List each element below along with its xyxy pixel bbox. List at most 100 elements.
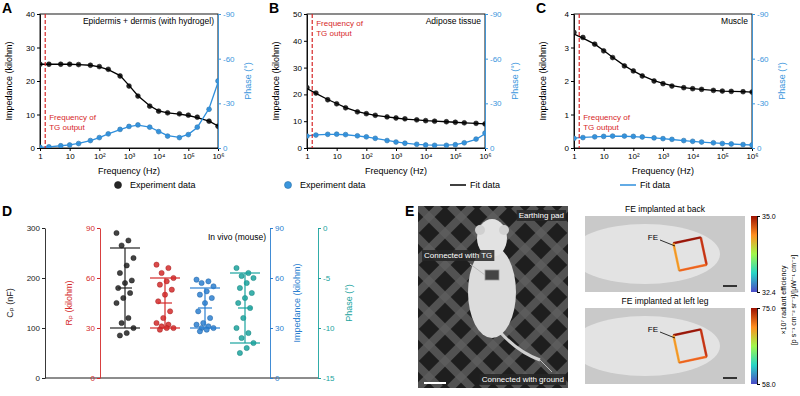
y2-axis-title: Phase (°) (777, 62, 787, 100)
panel-label: D (2, 203, 12, 219)
tick-mark (318, 228, 321, 229)
fe-device (673, 329, 706, 362)
tick: 10 (600, 148, 609, 161)
tick-mark (97, 328, 100, 329)
tick-mark (37, 148, 40, 149)
y-axis-title: Impedance (kilohm) (292, 263, 302, 342)
tick-mark (42, 278, 45, 279)
tick-label: 30 (86, 324, 95, 333)
tick-mark (757, 216, 760, 217)
fe-outline (673, 237, 706, 270)
tick: 10³ (124, 148, 136, 161)
pad-pattern (418, 206, 440, 388)
tick: 32.4 (757, 289, 776, 296)
tick-label: 10 (66, 152, 75, 161)
data-point (154, 320, 159, 325)
plot-frame (307, 14, 485, 148)
tick-label: 58.0 (762, 381, 776, 388)
tick: -90 (485, 10, 502, 19)
tick-mark (188, 148, 189, 151)
tick-label: -60 (757, 55, 769, 64)
tick: -30 (485, 99, 502, 108)
data-point (117, 270, 122, 275)
tick: 0 (91, 374, 100, 383)
annotation: Frequency ofTG output (583, 113, 630, 132)
tick-label: 200 (27, 274, 41, 283)
leader-line (660, 332, 675, 338)
plot-data (40, 14, 218, 148)
tick: 0 (485, 144, 495, 153)
tick: 4 (565, 10, 574, 19)
tick: 40 (293, 37, 307, 46)
tick: -15 (318, 374, 335, 383)
data-point (119, 320, 124, 325)
tick-label: 60 (275, 274, 284, 283)
tick-mark (270, 278, 273, 279)
device (485, 270, 499, 280)
tick: 10⁵ (450, 148, 462, 161)
tick: 20 (293, 90, 307, 99)
data-point (206, 279, 211, 284)
tick-label: 0 (757, 144, 762, 153)
tick: -60 (218, 55, 235, 64)
fe-device (673, 237, 706, 270)
tick-label: -60 (223, 55, 235, 64)
inset-label: FE (648, 233, 658, 242)
plot-data (307, 14, 485, 148)
tick-mark (70, 148, 71, 151)
mouse-ear (499, 225, 509, 235)
tick: 10² (361, 148, 373, 161)
panel-label: C (536, 0, 546, 16)
error-cap (150, 327, 180, 328)
tick-label: -15 (323, 374, 335, 383)
tick-mark (663, 148, 664, 151)
tick-label: 10² (628, 152, 640, 161)
tick-label: -30 (223, 99, 235, 108)
tick-label: 0 (565, 144, 570, 153)
plot-frame (40, 14, 218, 148)
tick-mark (318, 278, 321, 279)
tick-mark (37, 14, 40, 15)
tick-label: 90 (86, 224, 95, 233)
pad-pattern (418, 206, 472, 388)
fe-outline (673, 329, 706, 362)
tick: 10⁴ (687, 148, 700, 161)
fit-line (307, 134, 485, 145)
tick-label: 30 (293, 64, 302, 73)
tick-mark (571, 14, 574, 15)
tick-label: 10⁴ (153, 152, 166, 161)
annotation: Frequency ofTG output (49, 113, 96, 132)
axis-line (45, 229, 46, 379)
tick-label: 10² (94, 152, 106, 161)
lead-wire (470, 264, 485, 275)
data-point (114, 230, 119, 235)
annotation-line-text: Frequency of (316, 19, 363, 28)
x-axis-title: Frequency (Hz) (365, 166, 427, 176)
tick-mark (218, 103, 221, 104)
tick-mark (304, 41, 307, 42)
tick-label: -60 (490, 55, 502, 64)
plot-data (110, 230, 260, 355)
tick-mark (757, 308, 760, 309)
tick-label: 10³ (658, 152, 670, 161)
tick-mark (396, 148, 397, 151)
tick-label: 10 (333, 152, 342, 161)
y-axis: 0100200300 (27, 224, 46, 383)
chart-title: Muscle (721, 16, 748, 26)
y-axis: 01020304050 (293, 10, 307, 153)
tick-label: 1 (572, 152, 577, 161)
tick: 1 (305, 148, 310, 161)
scale-bar (424, 382, 446, 384)
data-point (126, 238, 131, 243)
data-point (114, 300, 119, 305)
tick-mark (752, 14, 755, 15)
tick-mark (571, 115, 574, 116)
tick-label: 300 (27, 224, 41, 233)
axis-line (270, 229, 271, 379)
axis-line (318, 229, 319, 379)
tick-mark (633, 148, 634, 151)
tick-label: 1 (565, 111, 570, 120)
tick-mark (97, 378, 100, 379)
tick-mark (42, 378, 45, 379)
tick-label: 10³ (124, 152, 136, 161)
